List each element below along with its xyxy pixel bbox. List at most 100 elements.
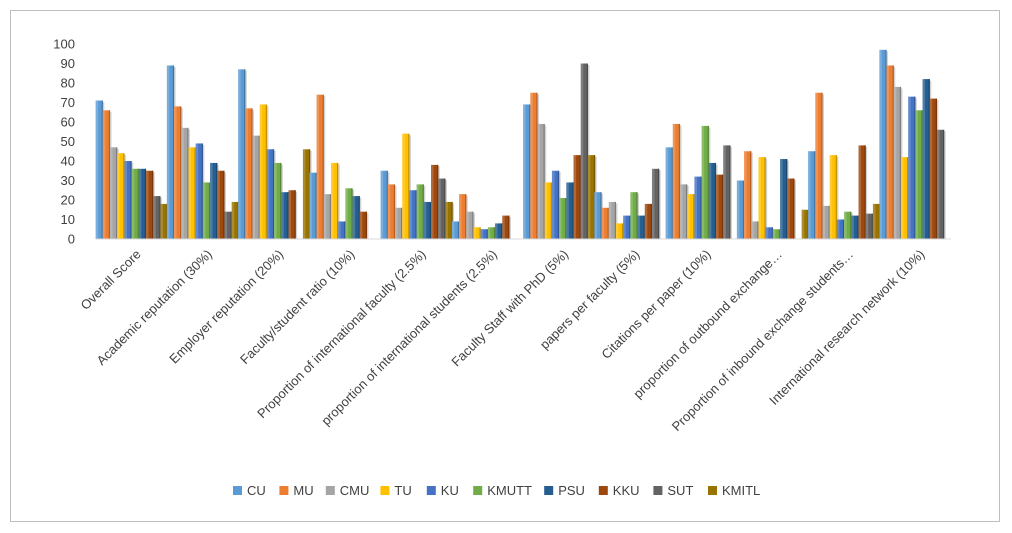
bar [487,227,497,239]
bar-edge [216,162,218,239]
bar-highlight [865,213,869,239]
y-tick-label: 60 [61,115,75,130]
bar-chart: 0 10 20 30 40 50 60 70 80 90 100 Overall ScoreAcad… [53,37,951,498]
bar-body [908,96,916,240]
bar [936,129,946,239]
bar-edge [536,92,538,239]
bar [495,223,504,239]
bar [124,161,134,239]
bar-body [808,151,816,239]
bar [594,192,604,239]
bar-highlight [330,162,334,239]
bar-highlight [922,79,926,239]
bar-highlight [110,147,113,239]
bar [459,194,468,239]
bar-body [466,211,474,239]
bar-edge [208,182,211,239]
bar-body [736,180,745,239]
bar-highlight [758,157,761,239]
bar-highlight [608,201,612,239]
bar [708,162,718,239]
bar-body [110,147,118,239]
bar-highlight [530,92,533,239]
bar-body [815,92,823,239]
legend-swatch [653,486,663,495]
bar-edge [137,168,139,239]
bar [259,104,269,239]
bar-body [637,215,645,239]
bar-highlight [181,127,184,239]
bar [630,192,640,239]
bar [559,198,568,239]
y-tick-label: 0 [68,232,75,247]
bar-body [801,209,809,239]
bar-edge [857,215,859,239]
bar-highlight [380,170,384,239]
bar-edge [223,170,225,239]
bar-highlight [680,184,683,239]
bar [694,176,704,239]
legend: CU MU CMU TU KU KMUTT PSU KKU SUT KMITL [233,483,760,498]
bar-body [259,104,267,239]
bar-edge [729,145,731,239]
bar-highlight [502,215,505,239]
bar-body [309,172,317,239]
legend-label: CMU [340,483,370,498]
bar [787,178,796,239]
bar-body [288,190,296,239]
bar-body [160,203,168,239]
bar-body [879,49,887,239]
bar [651,168,661,239]
bar [573,155,583,239]
bar-highlight [587,155,591,239]
bars [95,49,946,240]
bar-edge [678,123,681,239]
bar-body [701,125,709,239]
bar-highlight [723,145,726,239]
bar [858,145,868,239]
bar-edge [172,65,175,239]
bar [879,49,889,239]
bar-body [829,155,837,239]
bar-highlight [345,188,348,239]
bar-body [915,110,923,239]
bar-edge [429,201,432,239]
bar-body [124,161,132,239]
bar [701,125,711,239]
category-label: Faculty/student ratio (10%) [237,247,357,367]
bar-edge [629,215,631,239]
bar-edge [444,178,446,239]
bar-edge [101,100,103,239]
bar-edge [885,49,887,239]
bar-body [936,129,945,239]
bar [387,184,397,239]
bar-body [523,104,531,239]
bar-highlight [316,94,320,239]
bar-highlight [274,162,277,239]
bar-highlight [936,129,940,239]
bar-edge [707,125,709,239]
bar-body [402,133,410,239]
category-label: Overall Score [77,247,143,313]
bar-edge [842,219,845,239]
bar-body [608,201,616,239]
bar-edge [152,170,154,239]
bar-edge [942,129,945,239]
bar-edge [201,143,203,239]
bar-body [266,149,275,239]
bar [380,170,390,239]
bar-edge [671,147,673,239]
bar [445,201,455,239]
bar-body [323,194,331,239]
legend-item: MU [279,483,314,498]
bar-edge [686,184,688,239]
bar-highlight [559,198,562,239]
bar [687,194,696,239]
bar-highlight [288,190,292,239]
bar [409,190,419,239]
bar-highlight [409,190,412,239]
bar-edge [643,215,645,239]
bar-body [473,227,481,239]
bar-body [95,100,103,239]
y-axis-ticks: 0 10 20 30 40 50 60 70 80 90 100 [53,37,75,247]
